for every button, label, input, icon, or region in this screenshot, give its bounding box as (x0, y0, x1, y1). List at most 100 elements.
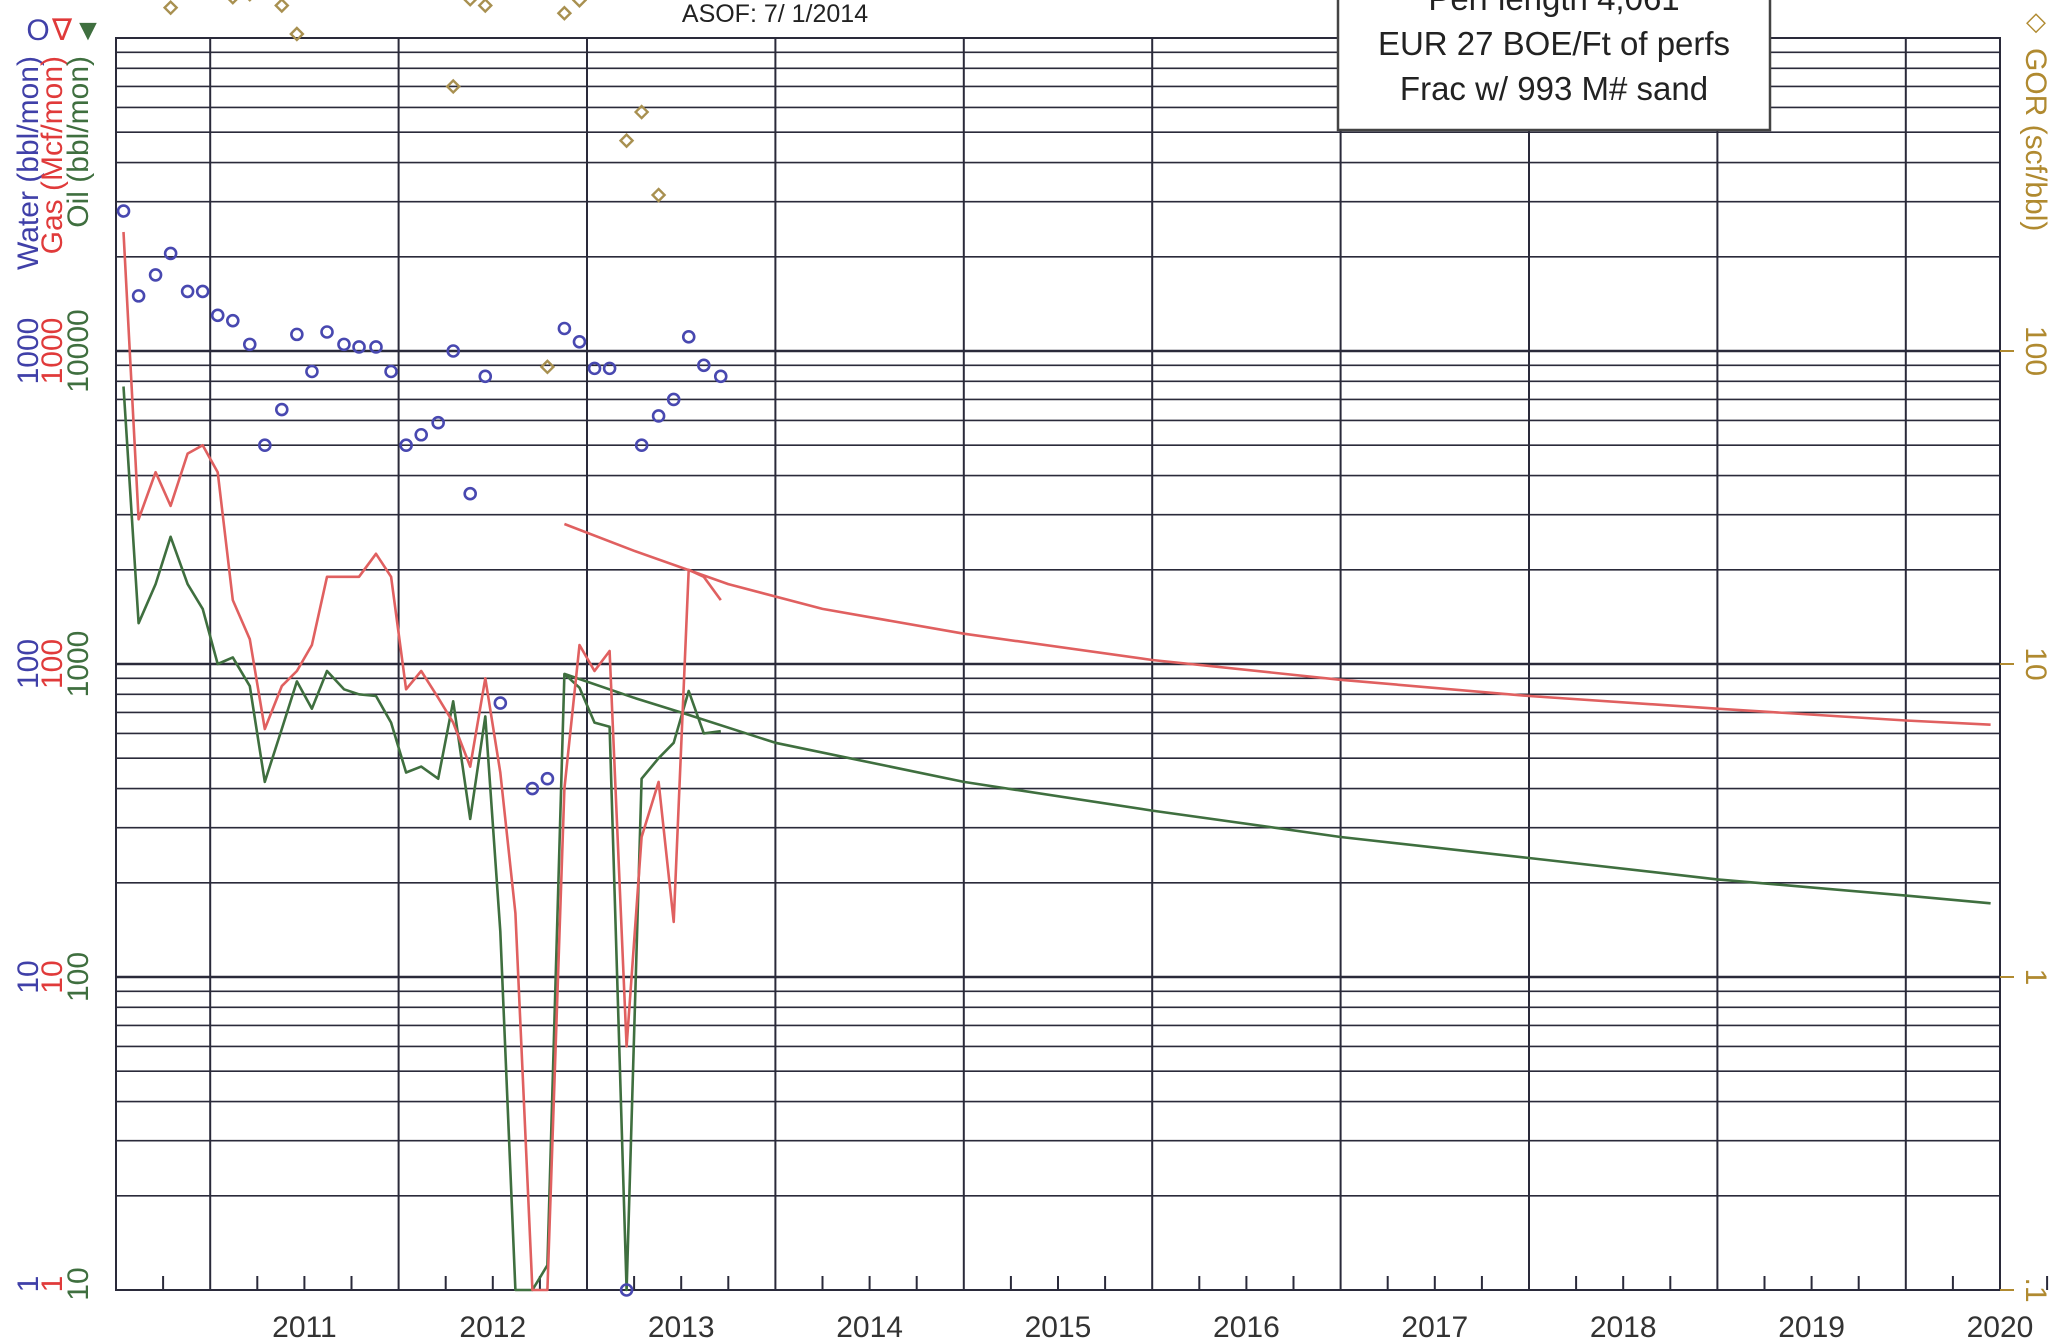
annotation-line: EUR 27 BOE/Ft of perfs (1378, 25, 1730, 62)
gor-marker (556, 5, 573, 21)
x-tick-label: 2012 (459, 1311, 526, 1340)
water-marker (320, 325, 334, 339)
water-marker (226, 313, 240, 328)
water-marker (305, 364, 319, 379)
axis-symbol: ▼ (73, 14, 103, 47)
axis-tick-label: 1000 (36, 318, 69, 385)
gor-marker (650, 187, 667, 203)
axis-tick-label: 1000 (62, 631, 95, 698)
annotation-line: Perf length 4,061 (1428, 0, 1679, 17)
x-tick-label: 2018 (1590, 1311, 1657, 1340)
water-marker (446, 344, 461, 358)
x-tick-label: 2013 (648, 1311, 715, 1340)
oil-line (122, 386, 721, 1292)
water-marker (525, 781, 540, 796)
gor-axis-tick-label: 1 (2019, 969, 2052, 986)
left-axis-water: O Water (bbl/mon) 1 10 100 1000 (12, 14, 50, 1292)
water-marker (493, 696, 508, 710)
water-marker (352, 340, 366, 354)
x-tick-label: 2020 (1967, 1311, 2034, 1340)
gor-marker (618, 132, 635, 149)
axis-tick-label: 1000 (12, 318, 45, 385)
left-axis-oil: ▼ Oil (bbl/mon) 10 100 1000 10000 (62, 14, 103, 1301)
axis-symbol: ∇ (51, 14, 73, 47)
axis-tick-label: 10 (36, 960, 69, 993)
axis-tick-label: 10 (62, 1267, 95, 1300)
water-marker (478, 369, 493, 384)
x-tick-label: 2016 (1213, 1311, 1280, 1340)
x-tick-label: 2011 (272, 1311, 337, 1340)
axis-tick-label: 1 (36, 1276, 69, 1293)
x-tick-label: 2017 (1401, 1311, 1468, 1340)
axis-label: Gas (Mcf/mon) (36, 56, 69, 254)
water-marker (634, 438, 649, 453)
left-axis-gas: ∇ Gas (Mcf/mon) 1 10 100 1000 (36, 14, 73, 1292)
water-marker (697, 358, 711, 373)
water-marker (572, 335, 587, 349)
water-marker (290, 327, 304, 342)
axis-label: Oil (bbl/mon) (62, 56, 95, 228)
gor-axis-tick-label: .1 (2019, 1277, 2052, 1302)
water-marker (210, 308, 225, 323)
water-marker (148, 268, 163, 282)
annotation-box: Perf length 4,061 EUR 27 BOE/Ft of perfs F… (1336, 0, 1772, 132)
axis-tick-label: 100 (12, 639, 45, 689)
water-marker (666, 392, 681, 407)
water-marker (116, 204, 131, 218)
gor-marker (162, 0, 179, 16)
x-tick-label: 2015 (1025, 1311, 1092, 1340)
water-marker (431, 415, 445, 430)
right-axis: ◇ GOR (scf/bbl) .1 1 10 100 (2000, 6, 2052, 1303)
water-marker (274, 402, 289, 417)
axis-tick-label: 100 (62, 952, 95, 1002)
gor-axis-symbol: ◇ (2026, 6, 2046, 36)
water-marker (463, 486, 477, 501)
water-marker (651, 409, 666, 423)
water-marker (399, 438, 413, 453)
axis-label: Water (bbl/mon) (12, 56, 45, 270)
water-marker (414, 427, 429, 442)
series-layer (116, 0, 1991, 1297)
water-marker (369, 340, 383, 354)
water-marker (163, 246, 178, 261)
annotation-frame (1336, 0, 1772, 132)
water-marker (131, 289, 146, 303)
gor-marker (227, 0, 238, 5)
gor-marker (633, 104, 650, 120)
water-marker (180, 284, 195, 299)
gor-marker (571, 0, 588, 8)
oil-forecast-line (563, 672, 1991, 905)
water-marker (242, 337, 257, 352)
water-marker (384, 364, 398, 379)
gor-axis-label: GOR (scf/bbl) (2019, 48, 2052, 231)
chart-title: ASOF: 7/ 1/2014 (682, 0, 868, 28)
water-marker (258, 438, 272, 453)
water-marker (557, 321, 572, 336)
x-tick-label: 2019 (1778, 1311, 1845, 1340)
gor-marker (445, 78, 461, 95)
gor-marker (274, 0, 290, 14)
gor-marker (477, 0, 493, 14)
plot-grid (115, 37, 2001, 1291)
axis-tick-label: 1 (12, 1276, 45, 1293)
water-marker (602, 361, 617, 376)
gor-marker (463, 0, 478, 7)
axis-symbol: O (26, 14, 49, 47)
water-marker (713, 369, 728, 384)
x-axis-ticks: 2011 2012 2013 2014 2015 2016 2017 2018 2019 2020 (162, 1276, 2049, 1340)
x-tick-label: 2014 (836, 1311, 903, 1340)
gas-forecast-line (563, 522, 1991, 726)
water-marker (619, 1283, 634, 1297)
water-marker (540, 771, 555, 786)
water-marker (195, 284, 210, 299)
gor-axis-tick-label: 10 (2019, 647, 2052, 680)
annotation-line: Frac w/ 993 M# sand (1400, 70, 1708, 107)
water-marker (681, 330, 696, 344)
axis-tick-label: 100 (36, 639, 69, 689)
water-marker (337, 337, 351, 352)
axis-tick-label: 10 (12, 960, 45, 993)
gas-line (122, 231, 722, 1292)
gor-marker (539, 359, 556, 375)
